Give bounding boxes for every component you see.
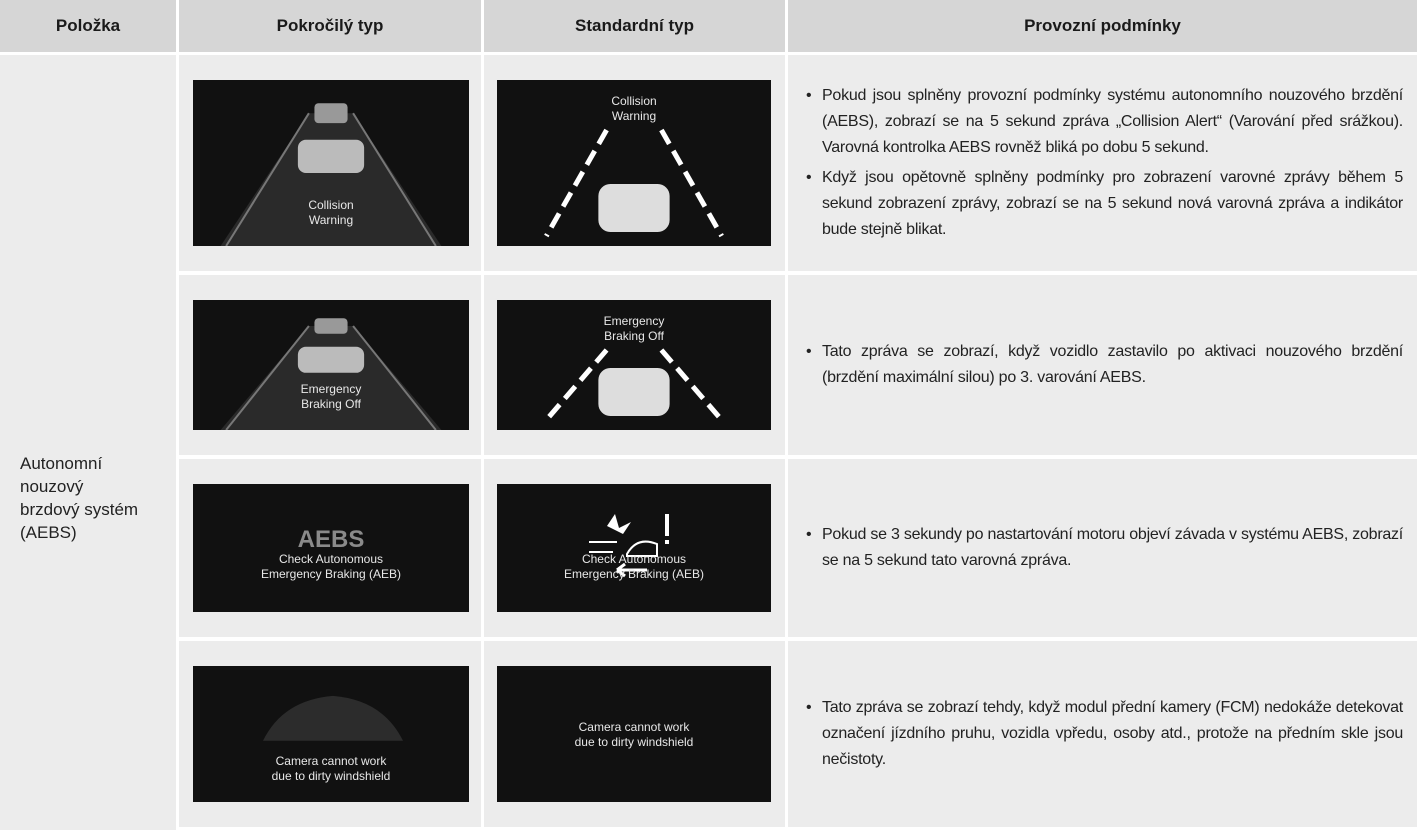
condition-item: Tato zpráva se zobrazí tehdy, když modul…	[806, 695, 1403, 773]
conditions-cell: Tato zpráva se zobrazí, když vozidlo zas…	[788, 275, 1417, 455]
standard-text: Collision Warning	[611, 94, 657, 123]
condition-item: Když jsou opětovně splněny podmínky pro …	[806, 165, 1403, 243]
screen-graphic	[220, 103, 442, 246]
advanced-text: Collision Warning	[308, 198, 354, 227]
standard-screen: Emergency Braking Off	[497, 300, 771, 430]
advanced-screen: Collision Warning	[193, 80, 469, 246]
standard-screen: Camera cannot work due to dirty windshie…	[497, 666, 771, 802]
advanced-screen: Camera cannot work due to dirty windshie…	[193, 666, 469, 802]
advanced-text: Check Autonomous Emergency Braking (AEB)	[260, 552, 402, 581]
header-cell: Položka	[0, 0, 176, 52]
screen-graphic	[544, 128, 724, 238]
item-cell: Autonomní nouzový brzdový systém (AEBS)	[0, 55, 176, 830]
standard-text: Camera cannot work due to dirty windshie…	[574, 720, 694, 750]
header-cell: Provozní podmínky	[788, 0, 1417, 52]
header-cell: Pokročilý typ	[179, 0, 481, 52]
condition-item: Tato zpráva se zobrazí, když vozidlo zas…	[806, 339, 1403, 391]
standard-screen: Check Autonomous Emergency Braking (AEB)	[497, 484, 771, 612]
conditions-cell: Tato zpráva se zobrazí tehdy, když modul…	[788, 641, 1417, 827]
conditions-cell: Pokud jsou splněny provozní podmínky sys…	[788, 55, 1417, 271]
screen-graphic	[589, 514, 669, 578]
advanced-text: Camera cannot work due to dirty windshie…	[271, 754, 391, 783]
conditions-cell: Pokud se 3 sekundy po nastartování motor…	[788, 459, 1417, 637]
condition-item: Pokud jsou splněny provozní podmínky sys…	[806, 83, 1403, 161]
advanced-screen: AEBS Check Autonomous Emergency Braking (…	[193, 484, 469, 612]
standard-text: Emergency Braking Off	[603, 314, 665, 343]
standard-screen: Collision Warning	[497, 80, 771, 246]
advanced-text: Emergency Braking Off	[300, 382, 362, 411]
header-cell: Standardní typ	[484, 0, 785, 52]
screen-graphic	[544, 348, 724, 422]
advanced-screen: Emergency Braking Off	[193, 300, 469, 430]
screen-graphic	[263, 695, 403, 741]
condition-item: Pokud se 3 sekundy po nastartování motor…	[806, 522, 1403, 574]
standard-text: Check Autonomous Emergency Braking (AEB)	[563, 552, 705, 581]
screen-graphic	[220, 318, 442, 430]
advanced-logo: AEBS	[297, 526, 365, 554]
